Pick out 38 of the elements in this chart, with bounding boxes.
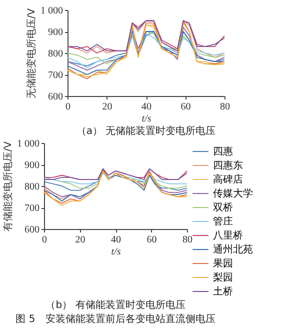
text: （b） 有储能装置时变电所电压 bbox=[46, 299, 186, 311]
legend-label: 四惠东 bbox=[213, 160, 243, 172]
y-tick-label: 600 bbox=[24, 224, 40, 236]
text: （a） 无储能装置时变电所电压 bbox=[76, 125, 216, 137]
x-tick-label: 40 bbox=[142, 102, 152, 112]
y-tick-label: 800 bbox=[48, 48, 63, 60]
legend-label: 土桥 bbox=[213, 286, 233, 298]
x-tick-label: 80 bbox=[182, 234, 192, 246]
legend-label: 八里桥 bbox=[213, 230, 243, 242]
legend-label: 果园 bbox=[213, 258, 233, 270]
x-tick-label: 60 bbox=[180, 102, 191, 112]
caption: 图 5 安装储能装置前后各变电站直流侧电压 bbox=[16, 313, 216, 325]
x-tick-label: 0 bbox=[66, 102, 70, 112]
x-tick-label: 20 bbox=[102, 102, 112, 112]
y-tick-label: 700 bbox=[48, 70, 63, 81]
x-tick-label: 40 bbox=[111, 234, 121, 246]
legend-label: 双桥 bbox=[213, 202, 233, 214]
x-axis-title: t/s bbox=[111, 246, 121, 258]
y-tick-label: 1 000 bbox=[40, 6, 63, 16]
y-tick-label: 700 bbox=[24, 203, 40, 214]
y-tick-label: 900 bbox=[48, 27, 63, 38]
legend-label: 管庄 bbox=[213, 216, 233, 228]
y-tick-label: 600 bbox=[48, 92, 63, 102]
legend-label: 通州北苑 bbox=[213, 244, 253, 256]
y-tick-label: 800 bbox=[24, 182, 40, 192]
x-tick-label: 80 bbox=[220, 102, 230, 112]
x-tick-label: 60 bbox=[146, 234, 157, 246]
legend-label: 梨园 bbox=[213, 272, 233, 284]
y-axis-title: 有储能变电所电压/V bbox=[2, 141, 14, 232]
legend-label: 四惠 bbox=[213, 146, 233, 158]
legend-label: 高碑店 bbox=[213, 174, 243, 186]
y-axis-title: 无储能变电所电压/V bbox=[26, 8, 38, 99]
x-tick-label: 20 bbox=[75, 234, 86, 246]
y-tick-label: 900 bbox=[24, 160, 40, 171]
x-axis-title: t/s bbox=[142, 114, 152, 124]
y-tick-label: 1 000 bbox=[17, 138, 40, 150]
x-tick-label: 0 bbox=[42, 234, 47, 246]
legend-label: 传媒大学 bbox=[213, 188, 253, 200]
